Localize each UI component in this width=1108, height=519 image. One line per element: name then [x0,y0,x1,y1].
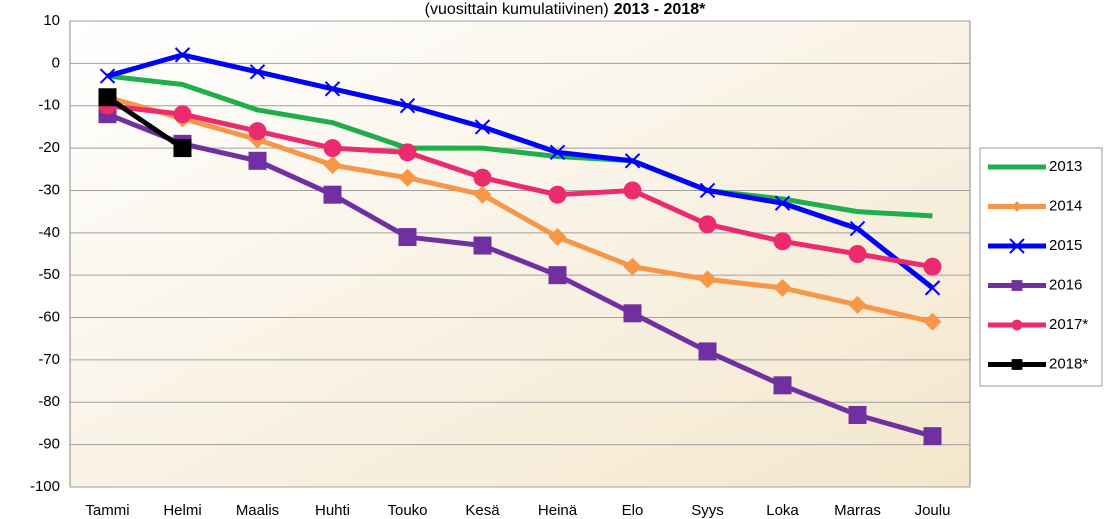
y-tick-label: -60 [38,309,60,326]
legend-label: 2013 [1049,158,1082,175]
marker [99,68,116,84]
x-tick-label: Tammi [85,502,129,519]
marker [623,181,642,200]
marker [923,312,942,331]
y-tick-label: -100 [30,478,60,495]
marker [398,168,417,187]
marker [323,139,342,158]
legend-marker [1011,280,1023,291]
x-tick-label: Elo [622,502,644,519]
marker [549,144,566,161]
legend-label: 2017* [1049,316,1088,333]
marker [473,185,492,204]
legend-label: 2016 [1049,276,1082,293]
marker [473,236,492,255]
marker [249,64,266,80]
x-tick-label: Helmi [163,502,201,519]
marker [399,98,416,114]
x-tick-label: Loka [766,502,799,519]
marker [174,47,191,63]
marker [323,156,342,175]
marker [173,105,192,124]
marker [773,278,792,297]
y-tick-label: -20 [38,139,60,156]
marker [623,257,642,276]
y-tick-label: -80 [38,393,60,410]
marker [398,228,417,247]
legend-marker [1011,319,1023,331]
marker [398,143,417,162]
series-line [106,111,934,439]
chart-title: (vuosittain kumulatiivinen) 2013 - 2018* [425,1,706,18]
title-text: (vuosittain kumulatiivinen) [425,1,609,18]
marker [698,270,717,289]
x-tick-label: Marras [834,502,881,519]
marker [248,151,267,170]
marker [323,185,342,204]
marker [848,245,867,263]
x-tick-label: Heinä [538,502,578,519]
legend-marker [1011,359,1023,370]
legend-label: 2014 [1049,197,1082,214]
marker [548,185,567,204]
marker [548,228,567,247]
marker [923,257,942,276]
marker [848,405,867,424]
marker [774,195,791,211]
y-tick-label: -70 [38,351,60,368]
x-tick-label: Kesä [465,502,500,519]
x-tick-label: Touko [387,502,427,519]
series-line [106,94,934,325]
legend-label: 2018* [1049,355,1088,372]
title-years: 2013 - 2018* [614,1,706,18]
marker [474,119,491,135]
x-tick-label: Syys [691,502,724,519]
x-tick-label: Huhti [315,502,350,519]
marker [173,139,192,158]
y-tick-label: 0 [52,54,60,71]
marker [324,81,341,97]
series-line [107,73,933,219]
x-tick-label: Maalis [236,502,279,519]
y-tick-label: -50 [38,266,60,283]
marker [98,88,117,107]
marker [923,427,942,446]
legend [979,147,1103,387]
legend-marker [1009,238,1025,254]
marker [848,295,867,314]
marker [773,376,792,395]
y-tick-label: -40 [38,224,60,241]
y-tick-label: -90 [38,436,60,453]
marker [624,153,641,169]
marker [773,232,792,251]
marker [924,280,941,296]
series-line [107,103,933,270]
legend-label: 2015 [1049,237,1082,254]
series-line [106,95,184,151]
x-tick-label: Joulu [915,502,951,519]
marker [623,304,642,323]
marker [849,220,866,237]
series-line [106,52,935,290]
y-tick-label: -30 [38,181,60,198]
marker [699,182,716,199]
marker [473,168,492,187]
y-tick-label: -10 [38,97,60,114]
legend-marker [1011,201,1023,212]
y-tick-label: 10 [43,12,60,29]
marker [698,215,717,234]
marker [698,342,717,361]
marker [248,122,267,141]
marker [548,266,567,285]
